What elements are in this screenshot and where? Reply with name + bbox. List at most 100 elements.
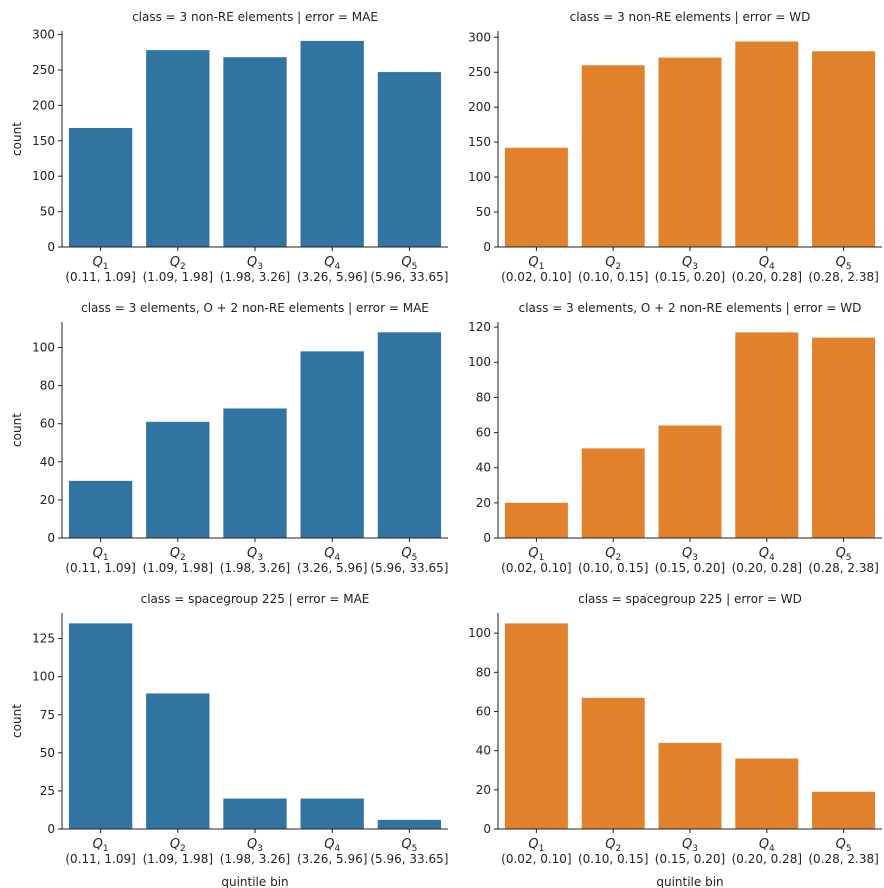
y-tick-label: 80 [476, 390, 491, 404]
x-range-label: (0.11, 1.09] [65, 852, 135, 866]
x-tick-label: Q1 [528, 546, 544, 563]
x-tick-label: Q2 [605, 546, 621, 563]
y-axis-label: count [10, 704, 24, 738]
bar-q5 [812, 51, 876, 247]
bar-q1 [68, 128, 133, 247]
chart-title: class = 3 non-RE elements | error = MAE [132, 10, 378, 24]
y-tick-label: 200 [468, 100, 491, 114]
x-range-label: (1.98, 3.26] [220, 270, 290, 284]
x-range-label: (1.09, 1.98] [143, 270, 213, 284]
x-tick-label: Q2 [605, 255, 621, 272]
x-range-label: (0.28, 2.38] [808, 270, 878, 284]
x-range-label: (0.10, 0.15] [578, 561, 648, 575]
x-tick-label: Q2 [170, 837, 186, 854]
x-tick-label: Q3 [247, 255, 263, 272]
bar-q4 [735, 41, 799, 247]
x-tick-label: Q2 [170, 546, 186, 563]
chart-panel-1: class = 3 non-RE elements | error = MAE Q… [10, 10, 448, 284]
x-tick-label: Q2 [170, 255, 186, 272]
y-tick-label: 300 [468, 30, 491, 44]
y-tick-label: 50 [40, 205, 55, 219]
bar-q1 [68, 623, 133, 829]
x-tick-label: Q1 [528, 255, 544, 272]
bar-q4 [735, 332, 799, 538]
x-range-label: (1.98, 3.26] [220, 852, 290, 866]
x-range-label: (0.11, 1.09] [65, 270, 135, 284]
chart-panel-3: class = 3 elements, O + 2 non-RE element… [10, 301, 448, 575]
y-tick-label: 300 [32, 28, 55, 42]
x-tick-label: Q2 [605, 837, 621, 854]
y-tick-label: 250 [32, 63, 55, 77]
y-tick-label: 100 [32, 169, 55, 183]
x-tick-label: Q1 [528, 837, 544, 854]
x-tick-label: Q4 [324, 546, 340, 563]
x-range-label: (0.02, 0.10] [501, 270, 571, 284]
chart-title: class = spacegroup 225 | error = MAE [141, 592, 370, 606]
y-tick-label: 20 [40, 493, 55, 507]
y-axis-label: count [10, 122, 24, 156]
y-tick-label: 80 [40, 379, 55, 393]
y-tick-label: 200 [32, 98, 55, 112]
y-tick-label: 75 [40, 708, 55, 722]
x-tick-label: Q5 [836, 546, 852, 563]
y-tick-label: 100 [32, 670, 55, 684]
x-axis-label: quintile bin [221, 875, 288, 888]
x-range-label: (0.15, 0.20] [655, 561, 725, 575]
y-tick-label: 40 [476, 744, 491, 758]
chart-title: class = 3 non-RE elements | error = WD [570, 10, 811, 24]
y-tick-label: 150 [32, 134, 55, 148]
x-range-label: (3.26, 5.96] [297, 270, 367, 284]
x-tick-label: Q3 [682, 255, 698, 272]
x-tick-label: Q5 [401, 837, 417, 854]
bar-q3 [658, 425, 722, 538]
bar-q2 [581, 448, 645, 538]
y-tick-label: 0 [483, 240, 491, 254]
x-tick-label: Q1 [93, 837, 109, 854]
y-tick-label: 0 [47, 531, 55, 545]
x-tick-label: Q3 [682, 837, 698, 854]
chart-panel-4: class = 3 elements, O + 2 non-RE element… [468, 301, 882, 575]
x-range-label: (3.26, 5.96] [297, 852, 367, 866]
y-tick-label: 120 [468, 320, 491, 334]
bar-q2 [146, 421, 210, 538]
y-tick-label: 0 [483, 531, 491, 545]
x-range-label: (0.28, 2.38] [808, 852, 878, 866]
bar-q3 [223, 408, 287, 538]
bar-q1 [68, 480, 133, 538]
y-tick-label: 125 [32, 632, 55, 646]
y-tick-label: 50 [476, 205, 491, 219]
bar-q2 [581, 65, 645, 247]
y-axis-label: count [10, 413, 24, 447]
bar-q2 [146, 693, 210, 829]
y-tick-label: 80 [476, 665, 491, 679]
x-tick-label: Q4 [759, 255, 775, 272]
x-range-label: (0.02, 0.10] [501, 852, 571, 866]
bar-q5 [377, 72, 442, 247]
bar-q3 [223, 798, 287, 829]
x-tick-label: Q5 [401, 546, 417, 563]
y-tick-label: 60 [40, 417, 55, 431]
y-tick-label: 20 [476, 783, 491, 797]
bar-q4 [735, 758, 799, 829]
x-tick-label: Q4 [759, 546, 775, 563]
x-tick-label: Q1 [93, 546, 109, 563]
x-tick-label: Q1 [93, 255, 109, 272]
chart-title: class = spacegroup 225 | error = WD [578, 592, 802, 606]
bar-q2 [146, 50, 210, 248]
bar-q2 [581, 697, 645, 829]
x-range-label: (5.96, 33.65] [370, 561, 448, 575]
bar-q4 [300, 351, 364, 538]
x-tick-label: Q4 [324, 255, 340, 272]
x-range-label: (3.26, 5.96] [297, 561, 367, 575]
y-tick-label: 250 [468, 65, 491, 79]
y-tick-label: 20 [476, 496, 491, 510]
x-range-label: (0.15, 0.20] [655, 270, 725, 284]
bar-q5 [812, 337, 876, 538]
y-tick-label: 100 [32, 341, 55, 355]
x-tick-label: Q3 [247, 546, 263, 563]
x-range-label: (0.10, 0.15] [578, 270, 648, 284]
y-tick-label: 0 [47, 822, 55, 836]
x-tick-label: Q4 [759, 837, 775, 854]
y-tick-label: 40 [476, 461, 491, 475]
chart-title: class = 3 elements, O + 2 non-RE element… [519, 301, 862, 315]
